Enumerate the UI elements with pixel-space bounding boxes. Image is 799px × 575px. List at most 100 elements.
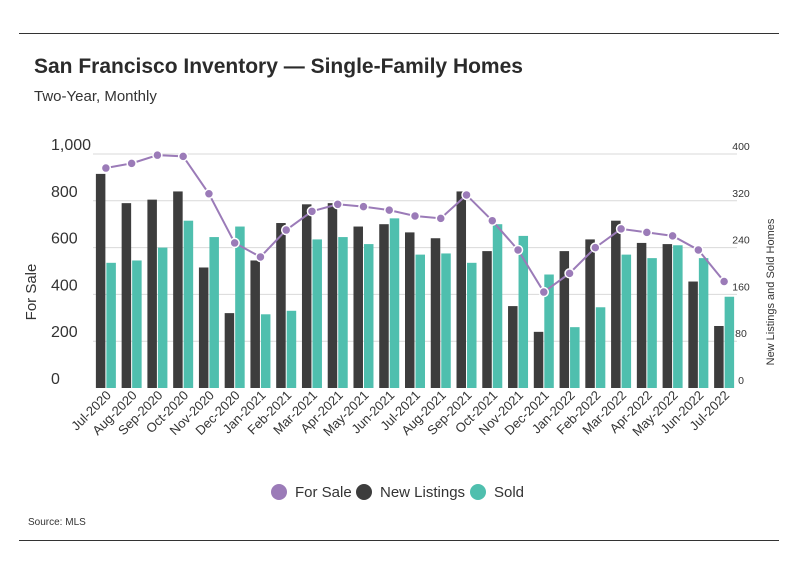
new-listings-bar [95, 173, 106, 388]
right-tick-label: 80 [735, 328, 747, 340]
sold-bar [544, 274, 554, 388]
new-listings-bar [147, 199, 157, 388]
for-sale-point [693, 244, 704, 256]
new-listings-bar [327, 203, 338, 388]
sold-bar [647, 258, 657, 388]
for-sale-point [306, 206, 318, 217]
sold-bar [338, 237, 348, 388]
for-sale-point [409, 210, 421, 222]
right-tick-label: 160 [732, 281, 750, 293]
for-sale-line-path [105, 154, 725, 294]
sold-bar [363, 244, 374, 388]
new-listings-bar [121, 203, 132, 388]
legend-label: New Listings [380, 484, 465, 501]
legend-swatch [470, 484, 486, 500]
new-listings-bar [301, 204, 312, 388]
right-tick-label: 320 [732, 188, 750, 200]
for-sale-line [100, 149, 730, 298]
right-tick-label: 400 [732, 141, 750, 153]
new-listings-bar [430, 238, 441, 388]
bottom-rule [19, 540, 779, 541]
for-sale-point [538, 286, 550, 298]
new-listings-bar [250, 260, 260, 388]
legend-label: Sold [494, 484, 524, 501]
left-axis-ticks: 0 200 400 600 800 1,000 [51, 137, 91, 388]
left-axis-title: For Sale [23, 264, 40, 321]
chart-subtitle: Two-Year, Monthly [34, 88, 157, 105]
left-tick-label: 800 [51, 184, 78, 201]
sold-bar [492, 224, 503, 388]
sold-bar [467, 262, 477, 388]
new-listings-bar [533, 331, 544, 388]
sold-bar [106, 262, 116, 388]
legend-swatch [271, 484, 287, 500]
sold-bar [286, 310, 297, 388]
right-tick-label: 240 [732, 235, 750, 247]
left-tick-label: 200 [51, 324, 78, 341]
for-sale-point [615, 223, 627, 235]
new-listings-bar [714, 325, 724, 388]
right-axis-ticks: 0 80 160 240 320 400 [732, 141, 750, 387]
top-rule [19, 33, 779, 34]
new-listings-bar [379, 224, 389, 388]
for-sale-point [435, 213, 447, 224]
legend: For Sale New Listings Sold [271, 484, 524, 501]
bar-marks [95, 173, 735, 388]
for-sale-point [641, 227, 653, 238]
new-listings-bar [353, 226, 363, 388]
for-sale-point [229, 237, 240, 249]
sold-bar [570, 327, 580, 388]
for-sale-point [255, 251, 266, 263]
chart-title: San Francisco Inventory — Single-Family … [34, 55, 523, 78]
for-sale-point [126, 158, 137, 169]
new-listings-bar [585, 239, 595, 388]
sold-bar [132, 260, 142, 388]
sold-bar [157, 247, 168, 388]
sold-bar [260, 314, 271, 388]
for-sale-point [332, 199, 343, 210]
for-sale-point [564, 268, 575, 279]
for-sale-point [100, 162, 112, 174]
new-listings-bar [611, 220, 621, 388]
new-listings-bar [173, 191, 183, 388]
for-sale-point [177, 151, 189, 162]
left-tick-label: 0 [51, 371, 60, 388]
new-listings-bar [508, 306, 518, 388]
sold-bar [183, 220, 194, 388]
sold-bar [389, 218, 400, 388]
sold-bar [209, 237, 219, 388]
x-axis-ticks: Jul-2020Aug-2020Sep-2020Oct-2020Nov-2020… [68, 388, 732, 439]
for-sale-point [667, 230, 678, 242]
new-listings-bar [482, 251, 492, 388]
new-listings-bar [636, 242, 647, 388]
new-listings-bar [198, 267, 209, 388]
new-listings-bar [688, 281, 698, 388]
sold-bar [595, 307, 606, 388]
for-sale-point [280, 224, 292, 236]
sold-bar [312, 239, 322, 388]
sold-bar [621, 254, 632, 388]
for-sale-point [358, 201, 369, 212]
new-listings-bar [276, 223, 286, 388]
left-tick-label: 600 [51, 231, 78, 248]
for-sale-point [152, 149, 163, 161]
new-listings-bar [559, 251, 570, 388]
for-sale-point [718, 276, 730, 287]
sold-bar [673, 245, 683, 388]
for-sale-point [383, 204, 395, 216]
for-sale-point [590, 242, 601, 253]
right-tick-label: 0 [738, 375, 744, 387]
sold-bar [235, 226, 245, 388]
new-listings-bar [456, 191, 467, 388]
new-listings-bar [662, 244, 673, 388]
sold-bar [441, 253, 451, 388]
source-note: Source: MLS [28, 517, 86, 528]
new-listings-bar [405, 232, 415, 388]
legend-label: For Sale [295, 484, 352, 501]
for-sale-point [203, 188, 215, 200]
new-listings-bar [224, 313, 235, 388]
sold-bar [724, 296, 735, 388]
legend-swatch [356, 484, 372, 500]
left-tick-label: 400 [51, 277, 78, 294]
sold-bar [415, 254, 425, 388]
